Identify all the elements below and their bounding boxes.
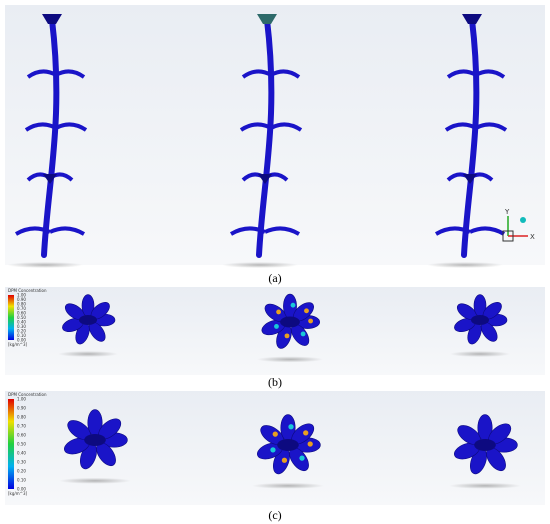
colorbar xyxy=(8,295,14,340)
colorbar-tick-label: 0.40 xyxy=(17,320,26,325)
leaf xyxy=(446,69,477,79)
colorbar-tick-label: 0.10 xyxy=(17,333,26,338)
leaf xyxy=(469,226,506,236)
hotspot xyxy=(304,308,309,314)
hotspot xyxy=(272,431,278,437)
center xyxy=(79,315,97,325)
leaf xyxy=(475,122,508,132)
colorbar-title: DPM Concentration xyxy=(8,288,47,293)
hotspot xyxy=(299,455,305,461)
leaf xyxy=(434,226,471,236)
colorbar-tick-label: 0.00 xyxy=(17,487,26,492)
colorbar-tick-label: 0.20 xyxy=(17,469,26,474)
colorbar-tick-label: 0.70 xyxy=(17,424,26,429)
leaf xyxy=(264,226,301,236)
leaf xyxy=(24,122,57,132)
leaf xyxy=(14,226,51,236)
leaf xyxy=(55,69,86,79)
stem xyxy=(461,17,480,258)
node xyxy=(43,174,57,184)
shadow xyxy=(222,262,298,268)
colorbar-tick-label: 0.90 xyxy=(17,406,26,411)
caption: (c) xyxy=(268,508,281,522)
stem xyxy=(41,17,60,258)
shadow xyxy=(450,351,510,357)
leaf xyxy=(55,122,88,132)
hotspot xyxy=(274,323,279,329)
hotspot xyxy=(290,302,296,308)
leaf xyxy=(444,122,477,132)
colorbar-tick-label: 0.50 xyxy=(17,442,26,447)
colorbar-tick-label: 0.60 xyxy=(17,311,26,316)
colorbar xyxy=(8,399,14,489)
shadow xyxy=(7,262,83,268)
leaf xyxy=(270,122,303,132)
center xyxy=(84,434,106,446)
stem xyxy=(256,17,275,258)
hotspot xyxy=(307,441,313,447)
shadow xyxy=(427,262,503,268)
colorbar-tick-label: 0.40 xyxy=(17,451,26,456)
shadow xyxy=(449,482,521,489)
flower xyxy=(462,14,482,24)
leaf xyxy=(26,69,57,79)
caption: (a) xyxy=(268,271,281,285)
colorbar-unit: [kg/m^3] xyxy=(8,342,28,347)
hotspot xyxy=(300,331,306,337)
hotspot xyxy=(281,457,288,463)
colorbar-title: DPM Concentration xyxy=(8,392,47,397)
shadow xyxy=(59,477,131,484)
colorbar-tick-label: 0.90 xyxy=(17,297,26,302)
shadow xyxy=(257,356,323,363)
caption: (b) xyxy=(268,375,282,389)
triad-label: Y xyxy=(504,208,510,216)
leaf xyxy=(241,69,272,79)
leaf xyxy=(270,69,301,79)
axis-triad: Y X xyxy=(502,208,535,242)
colorbar-tick-label: 0.10 xyxy=(17,478,26,483)
colorbar-tick-label: 0.80 xyxy=(17,415,26,420)
center xyxy=(277,439,299,451)
colorbar-tick-label: 1.00 xyxy=(17,293,26,298)
colorbar-tick-label: 0.80 xyxy=(17,302,26,307)
leaf xyxy=(49,226,86,236)
leaf xyxy=(239,122,272,132)
hotspot xyxy=(270,447,276,453)
center xyxy=(474,439,496,451)
colorbar-tick-label: 1.00 xyxy=(17,397,26,402)
hotspot xyxy=(276,309,282,315)
colorbar-unit: [kg/m^3] xyxy=(8,491,28,496)
colorbar-tick-label: 0.50 xyxy=(17,315,26,320)
center xyxy=(471,315,489,325)
renders xyxy=(7,14,521,489)
colorbar-tick-label: 0.00 xyxy=(17,338,26,343)
leaf xyxy=(475,69,506,79)
leaf xyxy=(229,226,266,236)
flower xyxy=(257,14,277,24)
colorbar-tick-label: 0.30 xyxy=(17,324,26,329)
colorbar-tick-label: 0.60 xyxy=(17,433,26,438)
colorbar-tick-label: 0.70 xyxy=(17,306,26,311)
panel-a-bg xyxy=(5,5,545,265)
hotspot xyxy=(308,318,314,324)
flower xyxy=(42,14,62,24)
colorbar-tick-label: 0.20 xyxy=(17,329,26,334)
shadow xyxy=(58,351,118,357)
center xyxy=(280,316,300,328)
hotspot xyxy=(303,430,309,436)
hotspot xyxy=(284,333,290,339)
node xyxy=(463,174,477,184)
shadow xyxy=(252,482,324,489)
triad-label: X xyxy=(530,233,535,241)
hotspot xyxy=(288,424,294,430)
node xyxy=(258,174,272,184)
colorbar-tick-label: 0.30 xyxy=(17,460,26,465)
